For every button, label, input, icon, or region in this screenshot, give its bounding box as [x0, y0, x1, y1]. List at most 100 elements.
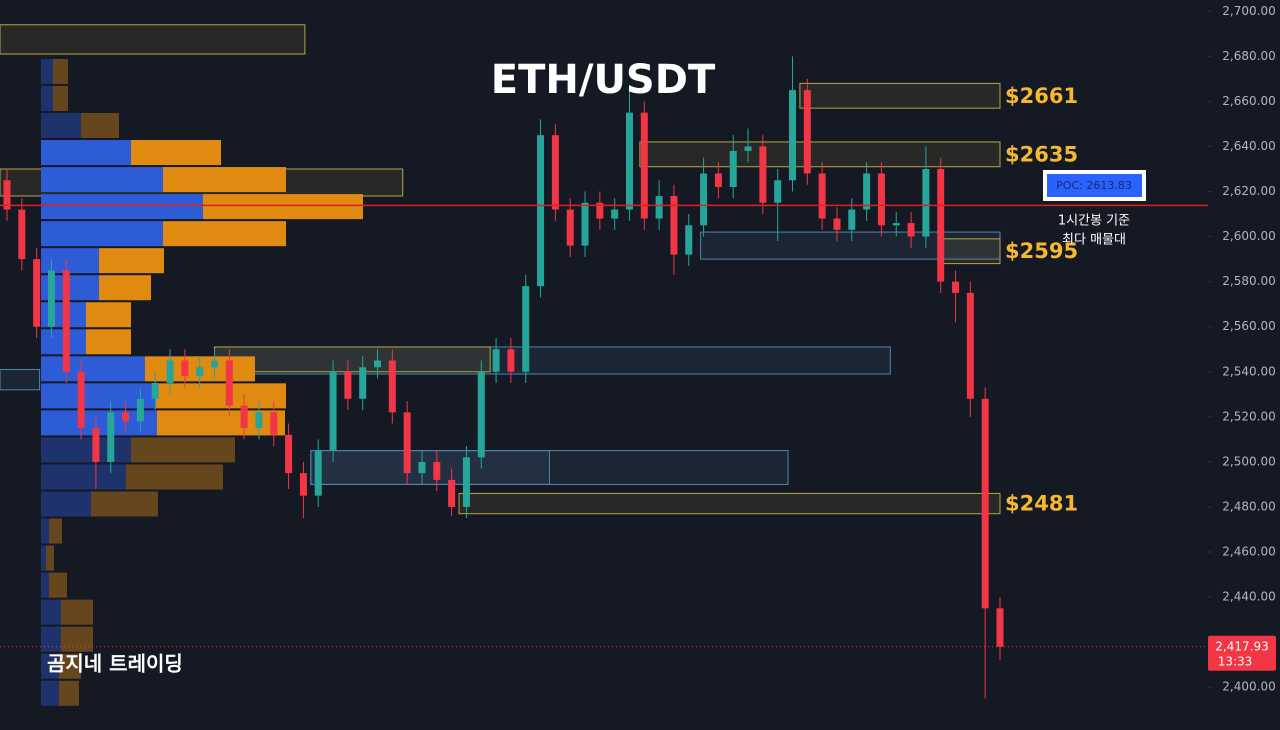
zone: [458, 492, 1001, 515]
candle-body: [655, 196, 663, 219]
zone: [940, 238, 1001, 265]
zone: [0, 369, 41, 391]
last-price-badge: [1208, 635, 1276, 671]
annotation: 최다 매물대: [1062, 233, 1126, 248]
candle-body: [403, 412, 411, 474]
candle-body: [759, 146, 767, 203]
candle-body: [240, 405, 248, 429]
candle-body: [77, 371, 85, 429]
candle-body: [818, 173, 826, 219]
poc-label: POC: 2613.83: [1056, 179, 1132, 192]
candle-body: [863, 173, 871, 210]
profile-sell: [157, 410, 285, 436]
profile-buy: [41, 545, 46, 571]
candle-body: [789, 90, 797, 181]
candle-body: [566, 209, 574, 246]
candle-body: [299, 473, 307, 496]
profile-buy: [41, 356, 145, 382]
profile-buy: [41, 653, 59, 679]
profile-buy: [41, 167, 163, 193]
profile-sell: [59, 680, 79, 706]
profile-sell: [53, 85, 68, 111]
y-tick-label: 2,680.00: [1222, 49, 1275, 63]
profile-buy: [41, 221, 163, 247]
zone-label: $2481: [1005, 492, 1078, 516]
y-tick-label: 2,440.00: [1222, 590, 1275, 604]
profile-buy: [41, 518, 49, 544]
profile-buy: [41, 383, 156, 409]
profile-buy: [41, 572, 49, 598]
candle-body: [210, 360, 218, 368]
candle-body: [374, 360, 382, 368]
candle-body: [225, 360, 233, 406]
profile-sell: [61, 626, 93, 652]
profile-buy: [41, 680, 59, 706]
candle-body: [492, 349, 500, 372]
zone: [0, 24, 306, 55]
candle-body: [329, 371, 337, 451]
profile-sell: [126, 464, 223, 490]
candle-body: [388, 360, 396, 413]
candle-body: [314, 450, 322, 496]
candle-body: [359, 367, 367, 399]
candle-body: [151, 383, 159, 399]
candle-body: [625, 112, 633, 210]
candle-body: [700, 173, 708, 226]
profile-sell: [46, 545, 54, 571]
candle-body: [477, 371, 485, 458]
poc-box: [1047, 174, 1142, 197]
profile-buy: [41, 85, 53, 111]
profile-buy: [41, 58, 53, 84]
profile-sell: [203, 194, 363, 220]
candle-body: [62, 270, 70, 372]
candle-body: [255, 412, 263, 429]
chart-title: ETH/USDT: [491, 57, 716, 103]
candle-body: [433, 461, 441, 480]
candle-body: [744, 146, 752, 151]
candle-body: [462, 457, 470, 507]
y-tick-label: 2,600.00: [1222, 229, 1275, 243]
candle-body: [18, 209, 26, 260]
last-price-label: 2,417.93: [1215, 639, 1268, 653]
profile-sell: [86, 302, 131, 328]
candle-body: [47, 270, 55, 327]
profile-sell: [61, 599, 93, 625]
candle-body: [136, 398, 144, 422]
zone-label: $2595: [1005, 239, 1078, 263]
candle-body: [166, 360, 174, 384]
candle-body: [196, 367, 204, 377]
profile-sell: [163, 167, 286, 193]
profile-buy: [41, 112, 81, 139]
zone: [799, 82, 1001, 109]
profile-sell: [86, 329, 131, 355]
profile-buy: [41, 248, 99, 274]
candle-body: [448, 479, 456, 507]
profile-sell: [49, 518, 62, 544]
profile-sell: [163, 221, 286, 247]
profile-buy: [41, 464, 126, 490]
profile-buy: [41, 437, 131, 463]
candle-body: [522, 286, 530, 372]
candle-body: [774, 180, 782, 203]
zone-label: $2635: [1005, 142, 1078, 166]
candle-body: [952, 281, 960, 293]
candle-body: [907, 223, 915, 237]
candle-body: [966, 292, 974, 399]
profile-sell: [156, 383, 286, 409]
y-tick-label: 2,480.00: [1222, 499, 1275, 513]
candle-body: [611, 209, 619, 219]
y-tick-label: 2,460.00: [1222, 545, 1275, 559]
candle-body: [833, 218, 841, 230]
candle-body: [537, 135, 545, 287]
y-tick-label: 2,520.00: [1222, 409, 1275, 423]
zone: [213, 346, 491, 373]
candle-body: [937, 168, 945, 282]
zone: [310, 450, 550, 485]
candle-body: [344, 371, 352, 399]
profile-buy: [41, 194, 203, 220]
zone-label: $2661: [1005, 84, 1078, 108]
candle-body: [107, 412, 115, 462]
y-tick-label: 2,580.00: [1222, 274, 1275, 288]
profile-buy: [41, 626, 61, 652]
zone: [639, 141, 1001, 168]
